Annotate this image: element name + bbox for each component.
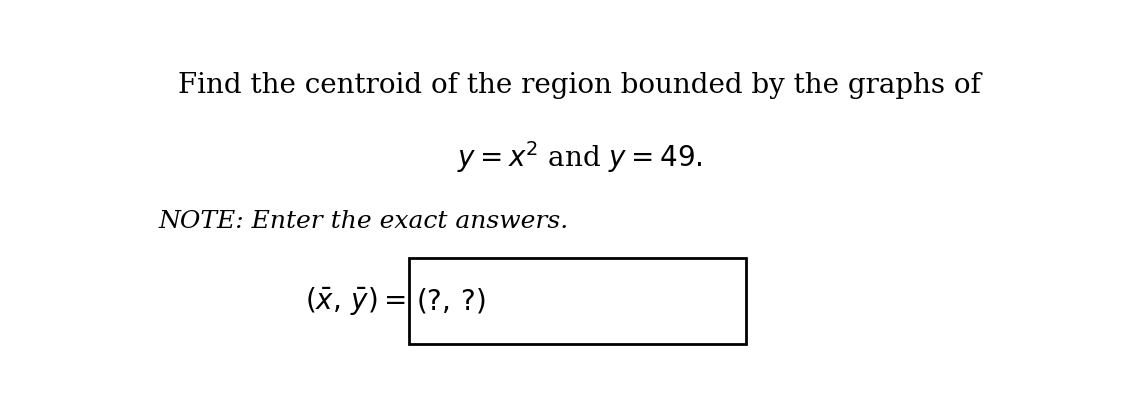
Text: $(\bar{x},\, \bar{y}) =$: $(\bar{x},\, \bar{y}) =$ [305,285,406,317]
Text: NOTE: Enter the exact answers.: NOTE: Enter the exact answers. [158,210,569,232]
Text: $y = x^2$ and $y = 49.$: $y = x^2$ and $y = 49.$ [457,139,702,175]
Text: $(?,\, ?)$: $(?,\, ?)$ [416,286,485,315]
Text: Find the centroid of the region bounded by the graphs of: Find the centroid of the region bounded … [179,72,981,99]
FancyBboxPatch shape [408,257,746,344]
